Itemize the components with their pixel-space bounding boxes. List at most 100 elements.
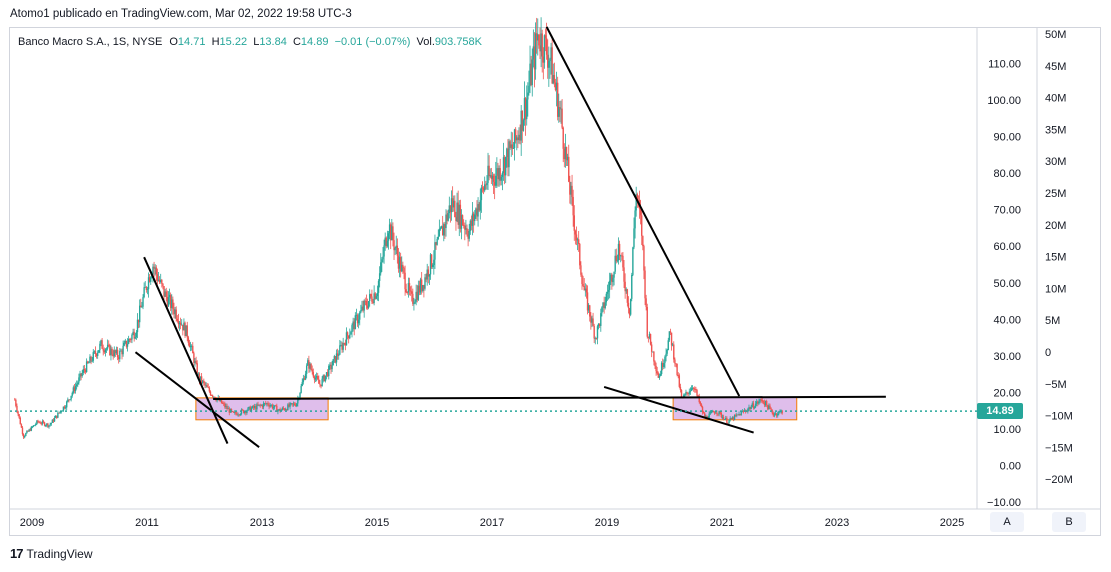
candle [738, 411, 740, 416]
candle [188, 339, 191, 348]
candle [732, 416, 735, 422]
candle [551, 35, 553, 85]
candle [657, 371, 660, 378]
candle [750, 404, 752, 410]
candle [642, 235, 644, 251]
candle [676, 363, 678, 377]
candle [360, 304, 362, 314]
candle [412, 288, 414, 306]
change-value: −0.01 (−0.07%) [334, 36, 411, 48]
candle [580, 261, 582, 277]
tradingview-logo-icon: 17 [10, 546, 24, 561]
candle [553, 62, 556, 88]
candle [741, 409, 744, 413]
candle [281, 406, 284, 411]
candle [440, 225, 443, 229]
candle [37, 419, 39, 424]
candle [456, 192, 458, 223]
candle [288, 402, 290, 408]
candle [279, 407, 281, 413]
candle [646, 303, 648, 339]
candle [123, 340, 125, 347]
candle [735, 413, 737, 417]
candle [415, 284, 417, 306]
candle [122, 340, 124, 357]
candle [95, 353, 98, 359]
candle [300, 384, 302, 394]
candle [659, 370, 662, 377]
current-price-tag: 14.89 [977, 403, 1023, 419]
candle [24, 435, 26, 439]
candle [774, 411, 777, 416]
candle [322, 374, 324, 383]
price-tick: 110.00 [988, 58, 1021, 70]
candle [489, 168, 491, 178]
candle [540, 17, 542, 68]
price-tick: 50.00 [993, 278, 1021, 290]
candle [20, 423, 23, 428]
candle [109, 343, 111, 356]
price-tick: 30.00 [993, 351, 1021, 363]
time-tick: 2023 [825, 517, 849, 529]
candle [339, 339, 341, 356]
candle [130, 337, 132, 343]
candle [680, 389, 683, 398]
candle [387, 230, 390, 250]
candle [116, 346, 119, 361]
candle [94, 346, 97, 358]
candle [269, 403, 271, 408]
candle [747, 407, 749, 414]
candle [30, 425, 33, 432]
candle [351, 323, 353, 338]
candle [548, 46, 550, 87]
candle [147, 272, 150, 298]
candle [305, 363, 308, 379]
candle [363, 299, 365, 318]
candle [74, 382, 77, 394]
candle [448, 196, 451, 219]
candle [110, 345, 112, 361]
candle [49, 422, 51, 427]
candle [197, 372, 200, 377]
candle [270, 404, 272, 407]
footer-brand[interactable]: 17 TradingView [10, 546, 93, 561]
candle [604, 296, 606, 310]
candle [98, 349, 100, 353]
log-scale-button[interactable]: B [1052, 512, 1086, 532]
symbol-name[interactable]: Banco Macro S.A., 1S, NYSE [18, 36, 163, 48]
candle [72, 385, 75, 395]
candle [512, 142, 515, 149]
candle [432, 263, 434, 269]
candle [325, 372, 328, 380]
candle [64, 405, 67, 410]
candle [639, 199, 642, 225]
candle [293, 402, 296, 406]
candle [238, 414, 240, 417]
candle [331, 360, 333, 372]
candle [357, 313, 360, 329]
candle [334, 356, 337, 364]
candle [519, 124, 521, 145]
candle [539, 27, 541, 59]
candle [656, 366, 658, 375]
candle [645, 294, 647, 311]
candle [28, 428, 30, 432]
volume-tick: 10M [1045, 283, 1066, 295]
candle [35, 422, 37, 427]
candle [759, 398, 761, 404]
candle [516, 135, 518, 151]
auto-scale-button[interactable]: A [990, 512, 1024, 532]
candle [323, 374, 326, 382]
candle [333, 354, 336, 363]
chart-frame[interactable] [9, 27, 1101, 536]
candle [307, 358, 309, 366]
candle [667, 337, 669, 351]
candle [156, 268, 159, 285]
volume-value: 903.758K [434, 36, 483, 48]
candle [542, 47, 545, 80]
candle [688, 388, 690, 396]
candle [611, 272, 613, 290]
candle [313, 375, 316, 384]
candle [102, 344, 104, 356]
